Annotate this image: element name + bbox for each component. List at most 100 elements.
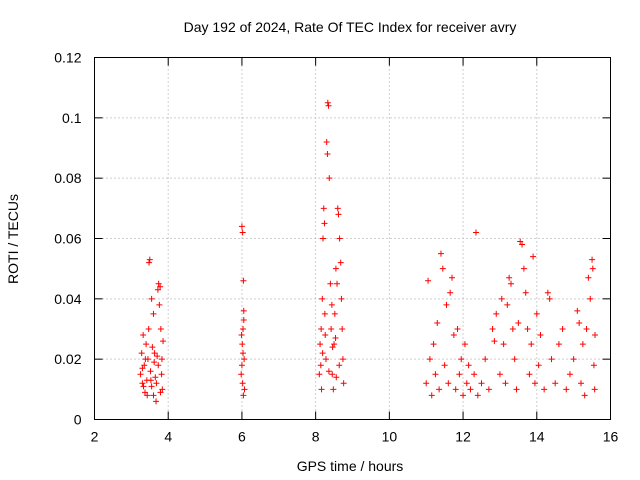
data-point	[150, 392, 157, 399]
data-point	[319, 295, 326, 302]
data-point	[509, 326, 516, 332]
data-point	[585, 274, 592, 281]
data-point	[434, 319, 441, 326]
data-point	[526, 371, 533, 378]
data-point	[326, 175, 333, 182]
data-points	[137, 99, 599, 405]
y-axis-label: ROTI / TECUs	[5, 194, 21, 284]
data-point	[467, 386, 474, 393]
data-point	[333, 374, 340, 381]
data-point	[239, 341, 246, 348]
data-point	[439, 265, 446, 272]
data-point	[155, 280, 162, 287]
data-point	[321, 220, 328, 227]
data-point	[519, 241, 526, 248]
data-point	[157, 389, 164, 396]
data-point	[576, 319, 583, 326]
data-point	[517, 238, 524, 245]
data-point	[447, 289, 454, 296]
x-tick-label: 16	[603, 429, 619, 445]
data-point	[541, 386, 548, 393]
data-point	[496, 371, 503, 378]
data-point	[460, 392, 467, 399]
data-point	[146, 259, 153, 266]
data-point	[318, 386, 325, 393]
data-point	[318, 326, 325, 332]
data-point	[156, 301, 163, 308]
data-point	[537, 332, 544, 339]
data-point	[317, 362, 324, 369]
data-point	[335, 211, 342, 218]
data-point	[146, 256, 153, 263]
y-tick-label: 0.1	[62, 110, 82, 126]
data-point	[240, 316, 247, 323]
data-point	[338, 295, 345, 302]
data-point	[437, 250, 444, 257]
data-point	[430, 341, 437, 348]
data-point	[331, 341, 338, 348]
data-point	[478, 380, 485, 387]
data-point	[443, 301, 450, 308]
data-point	[141, 362, 148, 369]
data-point	[592, 332, 599, 339]
data-point	[463, 380, 470, 387]
data-point	[239, 380, 246, 387]
y-tick-label: 0.12	[54, 50, 81, 66]
data-point	[157, 326, 164, 332]
data-point	[238, 223, 245, 230]
data-point	[327, 280, 334, 287]
data-point	[153, 380, 160, 387]
data-point	[471, 371, 478, 378]
data-point	[145, 326, 152, 332]
data-point	[515, 319, 522, 326]
data-point	[317, 341, 324, 348]
data-point	[139, 380, 146, 387]
data-point	[552, 380, 559, 387]
data-point	[238, 371, 245, 378]
data-point	[323, 138, 330, 145]
data-point	[332, 335, 339, 342]
x-tick-label: 10	[382, 429, 398, 445]
data-point	[241, 356, 248, 363]
data-point	[570, 356, 577, 363]
data-point	[334, 280, 341, 287]
data-point	[458, 356, 465, 363]
data-point	[426, 356, 433, 363]
data-point	[423, 380, 430, 387]
y-tick-label: 0.08	[54, 170, 81, 186]
data-point	[432, 371, 439, 378]
data-point	[143, 341, 150, 348]
data-point	[436, 386, 443, 393]
data-point	[465, 362, 472, 369]
data-point	[241, 386, 248, 393]
data-point	[155, 362, 162, 369]
data-point	[578, 380, 585, 387]
data-point	[147, 368, 154, 375]
data-point	[498, 295, 505, 302]
data-point	[138, 350, 145, 357]
data-point	[559, 326, 566, 332]
data-point	[528, 341, 535, 348]
data-point	[238, 362, 245, 369]
data-point	[325, 102, 332, 109]
data-point	[324, 151, 331, 158]
data-point	[336, 362, 343, 369]
data-point	[158, 371, 165, 378]
data-point	[445, 380, 452, 387]
data-point	[157, 283, 164, 290]
data-point	[151, 359, 158, 366]
data-point	[330, 386, 337, 393]
data-point	[522, 289, 529, 296]
x-tick-label: 4	[164, 429, 172, 445]
data-point	[152, 374, 159, 381]
data-point	[493, 310, 500, 317]
data-point	[548, 356, 555, 363]
data-point	[158, 356, 165, 363]
data-point	[139, 365, 146, 372]
data-point	[574, 307, 581, 314]
data-point	[485, 386, 492, 393]
data-point	[587, 295, 594, 302]
y-tick-label: 0.02	[54, 351, 81, 367]
data-point	[328, 301, 335, 308]
chart-title: Day 192 of 2024, Rate Of TEC Index for r…	[184, 19, 517, 35]
